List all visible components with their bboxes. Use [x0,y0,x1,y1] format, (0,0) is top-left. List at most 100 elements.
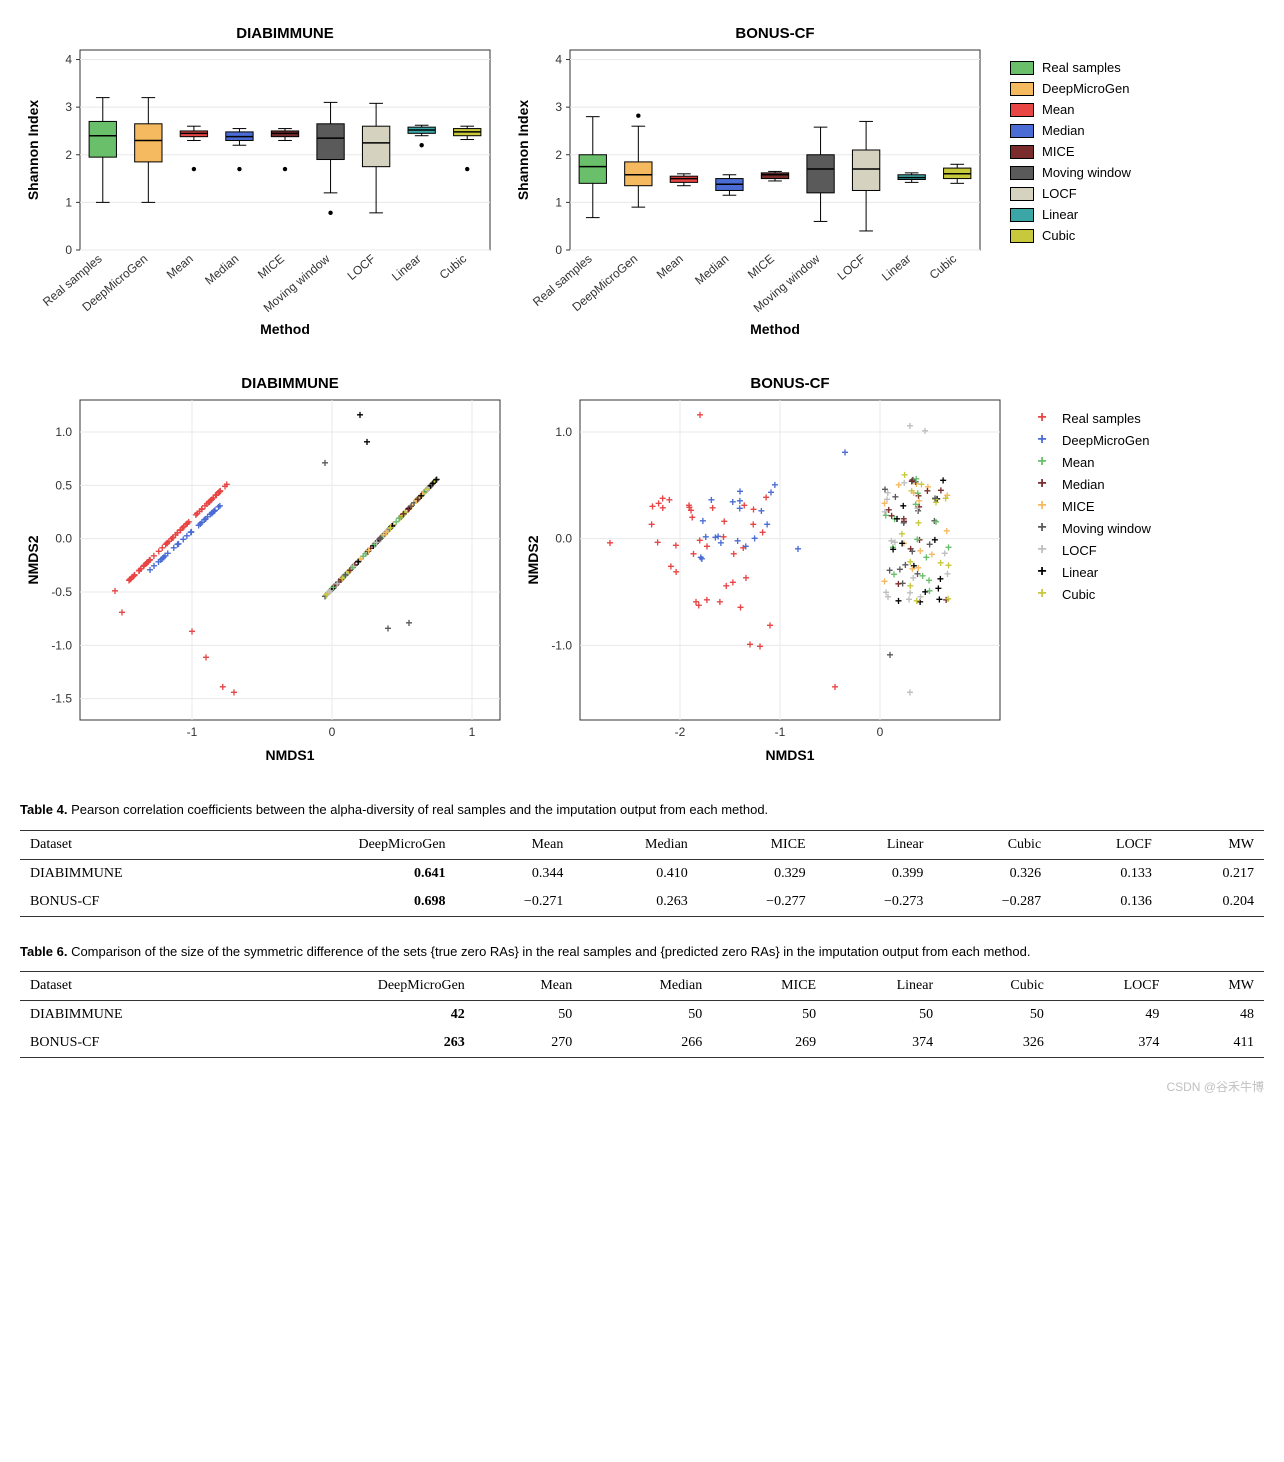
svg-text:+: + [909,544,916,558]
svg-text:+: + [356,408,363,422]
svg-text:+: + [111,584,118,598]
svg-text:+: + [896,562,903,576]
svg-text:+: + [346,563,353,577]
legend-item: LOCF [1010,186,1131,201]
legend-item: +Real samples [1030,410,1151,426]
svg-text:+: + [216,485,223,499]
svg-text:+: + [326,585,333,599]
svg-text:MICE: MICE [255,252,287,282]
svg-text:+: + [712,531,719,545]
svg-text:+: + [750,503,757,517]
table-row: DIABIMMUNE4250505050504948 [20,1001,1264,1030]
svg-text:1: 1 [555,195,562,209]
svg-text:+: + [730,547,737,561]
svg-text:+: + [693,595,700,609]
svg-text:+: + [363,435,370,449]
svg-text:+: + [699,514,706,528]
svg-text:+: + [888,534,895,548]
svg-text:Mean: Mean [654,252,686,282]
svg-text:+: + [690,547,697,561]
col-header: DeepMicroGen [243,830,455,859]
svg-text:+: + [429,476,436,490]
svg-text:4: 4 [555,53,562,67]
svg-text:+: + [183,529,190,543]
col-header: MICE [712,972,826,1001]
legend-item: Median [1010,123,1131,138]
svg-text:-1: -1 [187,725,198,739]
svg-text:+: + [915,516,922,530]
svg-text:+: + [795,542,802,556]
svg-text:NMDS2: NMDS2 [525,535,541,584]
svg-text:+: + [703,593,710,607]
col-header: Dataset [20,972,253,1001]
svg-text:DIABIMMUNE: DIABIMMUNE [241,375,339,392]
svg-text:+: + [696,408,703,422]
svg-text:-1.0: -1.0 [551,638,572,652]
svg-text:+: + [758,504,765,518]
svg-text:Linear: Linear [389,252,424,284]
col-header: DeepMicroGen [253,972,475,1001]
svg-text:0: 0 [329,725,336,739]
svg-text:-2: -2 [675,725,686,739]
svg-text:+: + [666,493,673,507]
svg-text:+: + [914,502,921,516]
svg-text:-1.5: -1.5 [51,692,72,706]
col-header: Linear [826,972,943,1001]
svg-text:0: 0 [65,243,72,257]
col-header: Cubic [943,972,1054,1001]
svg-text:0.5: 0.5 [55,478,72,492]
col-header: Linear [816,830,934,859]
svg-text:+: + [937,483,944,497]
svg-text:MICE: MICE [745,252,777,282]
table4-section: Table 4. Pearson correlation coefficient… [20,800,1264,917]
svg-text:Linear: Linear [879,252,914,284]
svg-text:LOCF: LOCF [345,252,379,283]
table6-caption-bold: Table 6. [20,944,67,959]
svg-text:0: 0 [877,725,884,739]
table6-caption: Table 6. Comparison of the size of the s… [20,942,1264,962]
col-header: Dataset [20,830,243,859]
svg-text:+: + [210,505,217,519]
legend-item: +Median [1030,476,1151,492]
legend-item: Moving window [1010,165,1131,180]
svg-text:1: 1 [469,725,476,739]
legend-item: +LOCF [1030,542,1151,558]
svg-text:+: + [202,650,209,664]
boxplot-row: DIABIMMUNE01234Shannon IndexMethodReal s… [20,20,1264,340]
svg-text:+: + [900,499,907,513]
col-header: Median [573,830,697,859]
svg-text:+: + [746,638,753,652]
svg-text:+: + [729,576,736,590]
svg-text:1.0: 1.0 [55,425,72,439]
svg-text:+: + [387,521,394,535]
svg-text:+: + [750,517,757,531]
svg-text:+: + [219,680,226,694]
legend-item: +MICE [1030,498,1151,514]
scatter-row: DIABIMMUNE-101-1.5-1.0-0.50.00.51.0NMDS1… [20,370,1264,770]
legend-item: +Cubic [1030,586,1151,602]
svg-text:+: + [766,618,773,632]
svg-text:+: + [734,534,741,548]
svg-text:+: + [365,544,372,558]
svg-text:+: + [118,606,125,620]
svg-text:+: + [737,600,744,614]
svg-text:+: + [708,493,715,507]
legend-item: +Moving window [1030,520,1151,536]
svg-text:+: + [606,536,613,550]
svg-text:+: + [913,472,920,486]
svg-text:Cubic: Cubic [437,252,470,282]
svg-text:+: + [932,515,939,529]
svg-text:+: + [909,562,916,576]
col-header: MW [1169,972,1264,1001]
svg-text:Cubic: Cubic [927,252,960,282]
svg-text:2: 2 [555,148,562,162]
legend-item: MICE [1010,144,1131,159]
svg-text:+: + [936,592,943,606]
svg-text:+: + [913,594,920,608]
svg-text:+: + [751,531,758,545]
legend-item: +Mean [1030,454,1151,470]
svg-text:-0.5: -0.5 [51,585,72,599]
svg-text:1: 1 [65,195,72,209]
svg-text:+: + [223,478,230,492]
svg-text:+: + [321,456,328,470]
